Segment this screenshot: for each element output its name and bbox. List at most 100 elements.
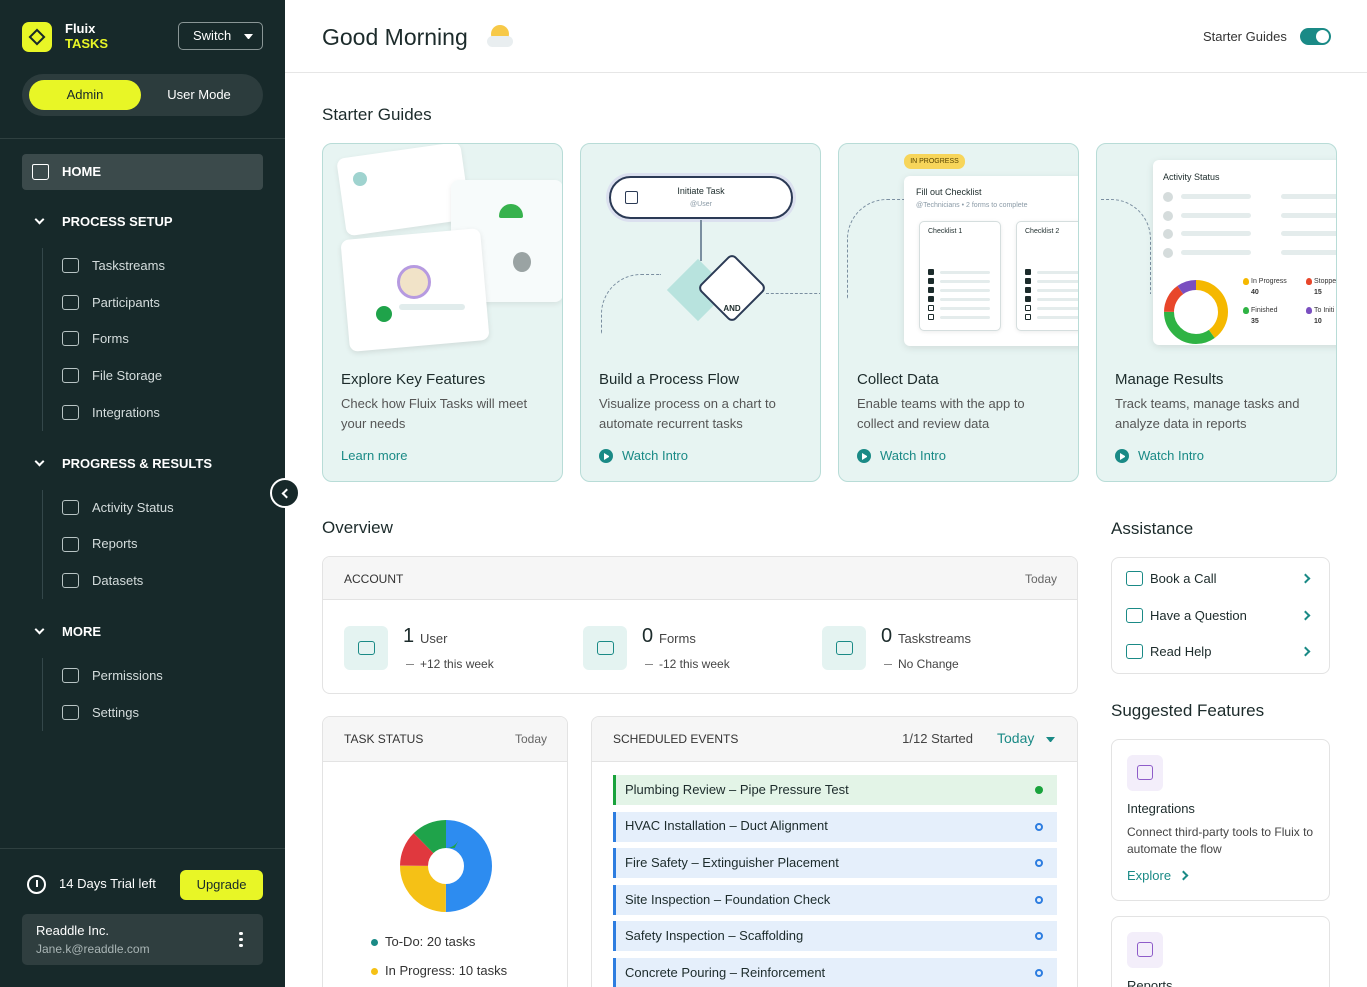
assistance-item[interactable]: Book a Call <box>1150 570 1217 586</box>
guide-text: Visualize process on a chart to automate… <box>599 396 776 431</box>
cloud-icon <box>487 36 513 47</box>
guide-link[interactable]: Watch Intro <box>1138 447 1204 463</box>
feature-card[interactable]: Reports <box>1111 916 1330 987</box>
event-title: Fire Safety – Extinguisher Placement <box>625 855 839 871</box>
guide-link[interactable]: Watch Intro <box>880 447 946 463</box>
nav-item[interactable]: Permissions <box>92 668 163 684</box>
event-status <box>1035 859 1043 868</box>
period-dropdown[interactable]: Today <box>997 730 1035 747</box>
legend-marker <box>1306 307 1312 314</box>
legend-label: In Progress: 10 tasks <box>385 962 508 978</box>
event-row[interactable]: Concrete Pouring – Reinforcement <box>613 958 1057 987</box>
collapse-button[interactable] <box>270 478 300 508</box>
trial-label: 14 Days Trial left <box>59 875 156 891</box>
upgrade-button[interactable]: Upgrade <box>180 870 263 900</box>
nav-icon <box>62 573 79 589</box>
event-row[interactable]: Plumbing Review – Pipe Pressure Test <box>613 775 1057 805</box>
flow-gate-label: AND <box>723 304 741 314</box>
sidebar: Fluix TASKS Switch Admin User Mode HOME PROCES… <box>0 0 285 987</box>
nav-icon <box>62 331 79 347</box>
section-title: Overview <box>322 518 393 538</box>
activity-legend-label: To Initi <box>1314 307 1335 315</box>
checkbox <box>1025 287 1031 293</box>
event-row[interactable]: HVAC Installation – Duct Alignment <box>613 811 1057 842</box>
feature-icon <box>1127 755 1163 791</box>
feature-card[interactable]: Integrations Connect third-party tools to… <box>1111 739 1330 901</box>
nav-item[interactable]: Datasets <box>92 573 144 589</box>
play-triangle <box>604 452 609 460</box>
admin-label: Admin <box>66 86 104 102</box>
guide-title: Manage Results <box>1115 370 1224 388</box>
scheduled-events-panel: SCHEDULED EVENTS 1/12 Started Today Plumbin… <box>591 716 1078 987</box>
starter-guides-toggle[interactable] <box>1300 28 1331 45</box>
illus-avatar <box>397 265 431 299</box>
checklist-panel: Fill out Checklist @Technicians • 2 forms… <box>904 176 1078 346</box>
task-status-panel: TASK STATUS Today To-Do: 20 tasks In Progre… <box>322 716 568 987</box>
nav-icon <box>62 258 79 273</box>
collapse-chevron <box>281 488 292 498</box>
switch-button[interactable]: Switch <box>178 22 263 50</box>
nav-item[interactable]: Participants <box>92 294 160 310</box>
activity-legend-label: Stoppe <box>1314 278 1337 286</box>
flow-start-node: Initiate Task @User <box>609 176 793 219</box>
nav-item[interactable]: Reports <box>92 536 138 552</box>
checklist-form: Checklist 1 <box>919 221 1001 331</box>
nav-item[interactable]: Integrations <box>92 404 160 420</box>
status-badge-label: IN PROGRESS <box>910 157 959 165</box>
section-title[interactable]: MORE <box>62 624 101 640</box>
legend-label: To-Do: 20 tasks <box>385 933 476 949</box>
row-dot <box>1163 211 1173 221</box>
user-mode-label[interactable]: User Mode <box>167 86 231 102</box>
guide-card[interactable]: Manage Results Track teams, manage tasks … <box>1096 143 1337 482</box>
nav-icon <box>62 294 79 310</box>
event-row[interactable]: Site Inspection – Foundation Check <box>613 884 1057 915</box>
nav-guide-line <box>42 658 43 731</box>
account-panel: ACCOUNT Today 1 User +12 this week 0 Forms -12 … <box>322 556 1078 694</box>
assistance-item[interactable]: Read Help <box>1150 644 1212 660</box>
separator <box>0 848 285 849</box>
event-title: Concrete Pouring – Reinforcement <box>625 964 826 980</box>
toggle-knob <box>1316 30 1329 43</box>
status-badge: IN PROGRESS <box>904 154 965 169</box>
ring-segment <box>1164 280 1228 344</box>
nav-item[interactable]: Settings <box>92 704 139 720</box>
logo-icon <box>22 22 52 52</box>
stat-value: 0 <box>642 625 654 647</box>
section-chevron <box>34 214 45 225</box>
event-row[interactable]: Safety Inspection – Scaffolding <box>613 921 1057 952</box>
play-icon <box>1115 449 1129 463</box>
feature-icon-glyph <box>1137 942 1153 957</box>
nav-item[interactable]: Taskstreams <box>92 257 165 273</box>
event-row[interactable]: Fire Safety – Extinguisher Placement <box>613 848 1057 879</box>
account-card[interactable]: Readdle Inc. Jane.k@readdle.com <box>22 914 263 965</box>
guide-link[interactable]: Learn more <box>341 447 408 463</box>
feature-link[interactable]: Explore <box>1127 867 1172 883</box>
flow-dash <box>601 274 661 334</box>
row-dot <box>1163 192 1173 202</box>
activity-ring <box>1164 280 1228 344</box>
section-title[interactable]: PROGRESS & RESULTS <box>62 455 213 471</box>
row-bar <box>1281 250 1336 255</box>
feature-icon-glyph <box>1137 765 1153 780</box>
checkbox <box>928 296 934 302</box>
section-title[interactable]: PROCESS SETUP <box>62 213 173 229</box>
stat-change: +12 this week <box>420 656 494 671</box>
guide-card[interactable]: Explore Key Features Check how Fluix Task… <box>322 143 563 482</box>
line <box>1037 270 1078 274</box>
assistance-chevron <box>1300 646 1311 657</box>
row-bar <box>1181 194 1251 199</box>
guide-card[interactable]: Build a Process Flow Visualize process on… <box>580 143 821 482</box>
stat-dash <box>884 664 892 665</box>
admin-pill[interactable]: Admin <box>29 80 141 110</box>
assistance-item[interactable]: Have a Question <box>1150 607 1247 623</box>
line <box>940 270 990 274</box>
home-item[interactable]: HOME <box>22 154 263 190</box>
nav-item[interactable]: Activity Status <box>92 499 174 515</box>
nav-item[interactable]: Forms <box>92 331 129 347</box>
panel-title: ACCOUNT <box>344 571 404 586</box>
guide-link[interactable]: Watch Intro <box>622 447 688 463</box>
task-donut <box>400 820 492 912</box>
guide-card[interactable]: Collect Data Enable teams with the app to… <box>838 143 1079 482</box>
nav-item[interactable]: File Storage <box>92 368 163 383</box>
